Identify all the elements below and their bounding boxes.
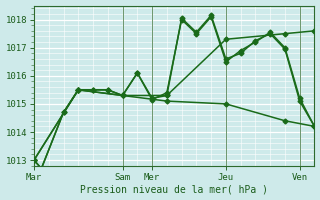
X-axis label: Pression niveau de la mer( hPa ): Pression niveau de la mer( hPa ) xyxy=(80,184,268,194)
